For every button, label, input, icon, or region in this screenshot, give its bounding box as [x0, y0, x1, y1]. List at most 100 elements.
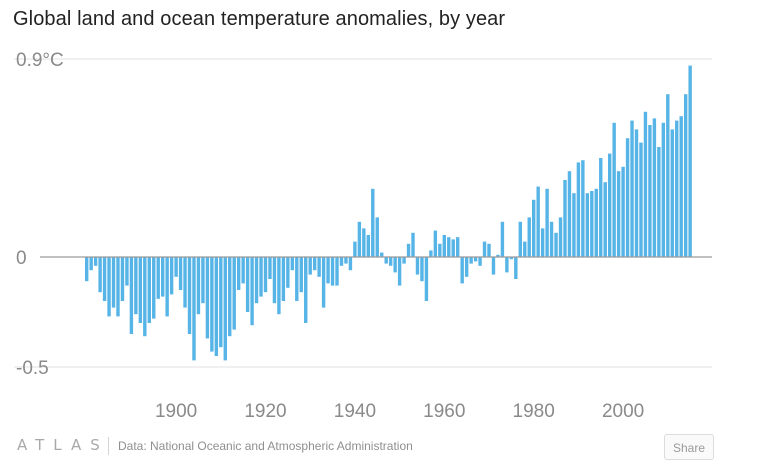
- bar-1918: [254, 257, 259, 304]
- bar-1931: [312, 257, 317, 271]
- bar-1894: [147, 257, 151, 323]
- bar-1959: [438, 243, 442, 257]
- x-tick-label: 1900: [155, 401, 197, 420]
- bar-1906: [201, 257, 205, 304]
- bar-2010: [666, 94, 670, 257]
- bar-1989: [572, 193, 576, 257]
- bar-1951: [402, 257, 406, 264]
- bar-1947: [384, 257, 388, 264]
- bar-1901: [178, 257, 183, 290]
- bar-1902: [183, 257, 187, 308]
- x-tick-label: 1960: [423, 401, 465, 420]
- bar-1969: [482, 241, 487, 257]
- bar-1889: [125, 257, 129, 286]
- bar-1904: [192, 257, 196, 361]
- bar-1933: [321, 257, 326, 308]
- bar-1944: [371, 188, 375, 257]
- bar-1885: [107, 257, 111, 317]
- bar-1890: [129, 257, 134, 334]
- bar-2005: [643, 111, 648, 257]
- bar-1962: [451, 239, 455, 257]
- bar-1920: [263, 257, 268, 293]
- bar-1924: [281, 257, 286, 301]
- bar-1965: [464, 257, 469, 277]
- bar-1982: [540, 228, 545, 257]
- gridlines: [14, 58, 712, 368]
- bar-1980: [532, 199, 536, 257]
- bar-1942: [362, 228, 366, 257]
- x-tick-label: 1920: [244, 401, 286, 420]
- bar-1930: [308, 257, 312, 275]
- bar-1963: [456, 237, 460, 257]
- bar-1911: [223, 257, 227, 361]
- bar-2008: [657, 147, 661, 257]
- bar-1986: [558, 217, 563, 257]
- bar-2015: [688, 65, 692, 257]
- share-button[interactable]: Share: [664, 434, 714, 460]
- bar-2012: [675, 120, 679, 257]
- x-axis-labels: 1900 1920 1940 1960 1980 2000: [155, 401, 644, 420]
- bar-1974: [505, 257, 509, 273]
- bar-1912: [228, 257, 232, 337]
- bar-1955: [420, 257, 424, 282]
- bar-1939: [348, 257, 353, 271]
- bar-1891: [134, 257, 138, 315]
- bar-1972: [496, 254, 500, 257]
- bar-2004: [639, 142, 643, 257]
- bar-1907: [205, 257, 210, 339]
- bar-1978: [523, 241, 527, 257]
- bar-1970: [487, 243, 491, 257]
- bar-1988: [567, 171, 572, 257]
- bar-1985: [554, 232, 558, 257]
- bar-1925: [286, 257, 290, 288]
- bar-1916: [245, 257, 250, 312]
- bar-1923: [277, 257, 281, 315]
- bar-1976: [514, 257, 518, 279]
- bar-1932: [317, 257, 321, 277]
- bar-1960: [442, 235, 446, 257]
- bar-1946: [380, 252, 384, 257]
- bar-1917: [250, 257, 254, 326]
- bar-2014: [683, 94, 688, 257]
- bar-1903: [187, 257, 192, 334]
- bar-1971: [491, 257, 496, 275]
- bar-1886: [111, 257, 116, 308]
- bar-1928: [299, 257, 303, 293]
- bar-1949: [393, 257, 397, 273]
- bar-1900: [174, 257, 178, 277]
- bar-1968: [478, 257, 482, 266]
- bar-1938: [344, 257, 348, 264]
- bar-2011: [670, 129, 674, 257]
- atlas-logo[interactable]: ATLAS: [17, 436, 109, 454]
- bar-1910: [219, 257, 223, 348]
- bar-1957: [429, 250, 433, 257]
- y-axis-labels: 0.9°C 0 -0.5: [16, 50, 64, 379]
- bar-1888: [120, 257, 125, 301]
- x-tick-label: 2000: [602, 401, 644, 420]
- bar-1937: [339, 257, 344, 266]
- y-tick-label: 0.9°C: [16, 50, 64, 71]
- bar-2000: [621, 166, 625, 257]
- bar-1990: [576, 162, 581, 257]
- bar-1897: [160, 257, 165, 297]
- bar-1882: [93, 257, 98, 266]
- bar-1940: [353, 241, 357, 257]
- bar-1915: [241, 257, 245, 284]
- bar-1998: [612, 122, 616, 257]
- bar-1993: [590, 191, 594, 257]
- bar-1964: [460, 257, 464, 284]
- bar-1934: [326, 257, 330, 284]
- bar-2001: [625, 138, 630, 257]
- footer: ATLAS Data: National Oceanic and Atmosph…: [0, 422, 762, 473]
- y-tick-label: 0: [16, 248, 27, 269]
- bar-1950: [397, 257, 402, 286]
- bar-1935: [330, 257, 335, 286]
- bar-1892: [138, 257, 143, 323]
- bar-1893: [143, 257, 147, 337]
- bar-1941: [357, 221, 362, 257]
- bar-1936: [335, 257, 339, 286]
- bar-1922: [272, 257, 277, 304]
- bar-1899: [169, 257, 174, 295]
- bar-1997: [607, 153, 612, 257]
- y-tick-label: -0.5: [16, 358, 49, 379]
